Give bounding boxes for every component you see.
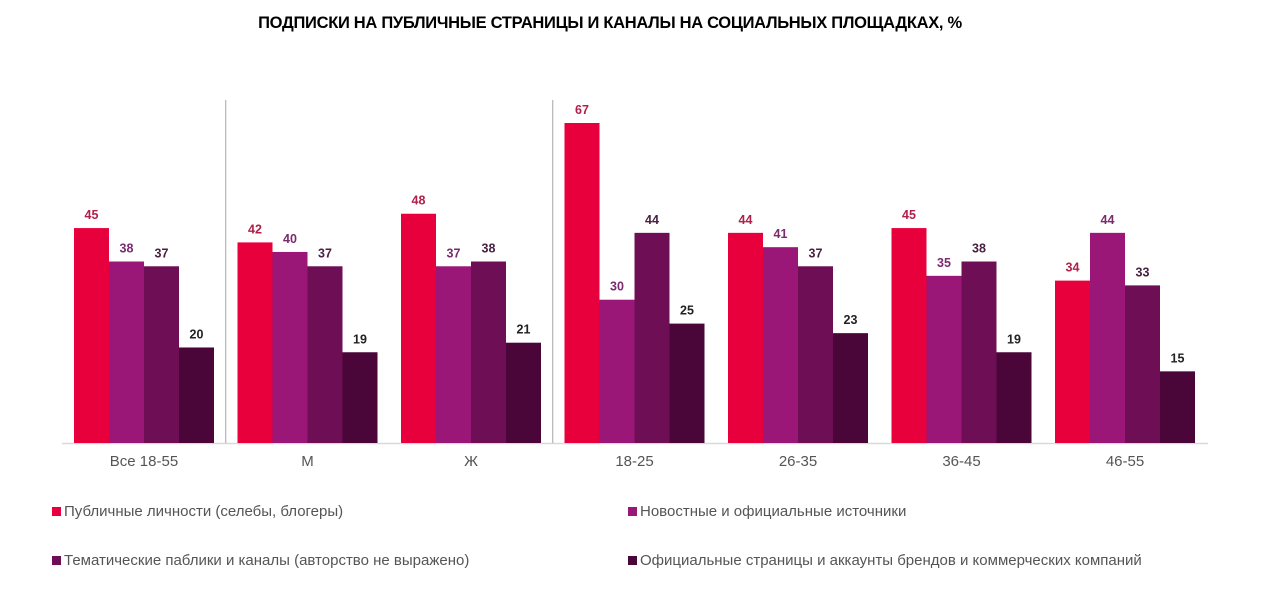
bar xyxy=(1125,285,1160,443)
legend-label: Тематические паблики и каналы (авторство… xyxy=(64,552,470,569)
legend-label: Официальные страницы и аккаунты брендов … xyxy=(640,552,1142,569)
bar xyxy=(891,228,927,443)
legend-item-brand-pages: Официальные страницы и аккаунты брендов … xyxy=(628,552,1142,569)
bar xyxy=(401,213,436,443)
bar xyxy=(728,232,763,443)
x-tick-label: 36-45 xyxy=(942,453,980,470)
data-label: 37 xyxy=(809,246,823,260)
data-label: 38 xyxy=(972,242,986,256)
data-label: 44 xyxy=(739,213,753,227)
bar xyxy=(564,123,600,443)
legend-item-thematic-publics: Тематические паблики и каналы (авторство… xyxy=(52,552,469,569)
data-label: 30 xyxy=(610,280,624,294)
data-label: 48 xyxy=(412,194,426,208)
bar xyxy=(1160,371,1195,443)
data-label: 23 xyxy=(844,313,858,327)
data-label: 67 xyxy=(575,103,589,117)
chart-title: ПОДПИСКИ НА ПУБЛИЧНЫЕ СТРАНИЦЫ И КАНАЛЫ … xyxy=(258,14,962,32)
x-tick-label: Все 18-55 xyxy=(110,453,178,470)
data-label: 45 xyxy=(85,208,99,222)
legend-label: Публичные личности (селебы, блогеры) xyxy=(64,503,344,520)
data-label: 20 xyxy=(190,327,204,341)
data-label: 19 xyxy=(353,332,367,346)
data-label: 19 xyxy=(1007,332,1021,346)
data-label: 38 xyxy=(120,242,134,256)
legend-swatch-icon xyxy=(628,556,637,565)
legend-swatch-icon xyxy=(628,507,637,516)
bar xyxy=(833,333,868,443)
bar xyxy=(669,323,705,443)
legend-label: Новостные и официальные источники xyxy=(640,503,907,520)
bar xyxy=(634,232,670,443)
data-label: 37 xyxy=(155,246,169,260)
data-label: 42 xyxy=(248,222,262,236)
bar xyxy=(926,275,962,443)
legend-swatch-icon xyxy=(52,507,61,516)
legend-item-public-persons: Публичные личности (селебы, блогеры) xyxy=(52,503,343,520)
bar xyxy=(996,352,1032,443)
bar xyxy=(179,347,214,443)
bar xyxy=(109,261,144,443)
bar xyxy=(471,261,506,443)
x-tick-label: М xyxy=(301,453,314,470)
bar xyxy=(1090,232,1125,443)
x-tick-label: Ж xyxy=(464,453,478,470)
data-label: 40 xyxy=(283,232,297,246)
data-label: 44 xyxy=(645,213,659,227)
bar xyxy=(1055,280,1090,443)
data-label: 15 xyxy=(1171,351,1185,365)
x-tick-label: 18-25 xyxy=(615,453,653,470)
bar xyxy=(506,342,541,443)
bar xyxy=(272,251,308,443)
bar xyxy=(74,228,109,443)
bar xyxy=(342,352,378,443)
bar xyxy=(599,299,635,443)
data-label: 44 xyxy=(1101,213,1115,227)
data-label: 45 xyxy=(902,208,916,222)
data-label: 37 xyxy=(318,246,332,260)
bar xyxy=(961,261,997,443)
legend-item-news-sources: Новостные и официальные источники xyxy=(628,503,906,520)
data-label: 33 xyxy=(1136,265,1150,279)
data-label: 25 xyxy=(680,304,694,318)
bar xyxy=(763,247,798,443)
x-tick-label: 46-55 xyxy=(1106,453,1144,470)
data-label: 21 xyxy=(517,323,531,337)
bar xyxy=(144,266,179,443)
data-label: 34 xyxy=(1066,261,1080,275)
data-label: 37 xyxy=(447,246,461,260)
x-tick-label: 26-35 xyxy=(779,453,817,470)
legend-swatch-icon xyxy=(52,556,61,565)
data-label: 35 xyxy=(937,256,951,270)
data-label: 38 xyxy=(482,242,496,256)
bar xyxy=(307,266,343,443)
data-label: 41 xyxy=(774,227,788,241)
bar xyxy=(237,242,273,443)
bar xyxy=(436,266,471,443)
bar xyxy=(798,266,833,443)
